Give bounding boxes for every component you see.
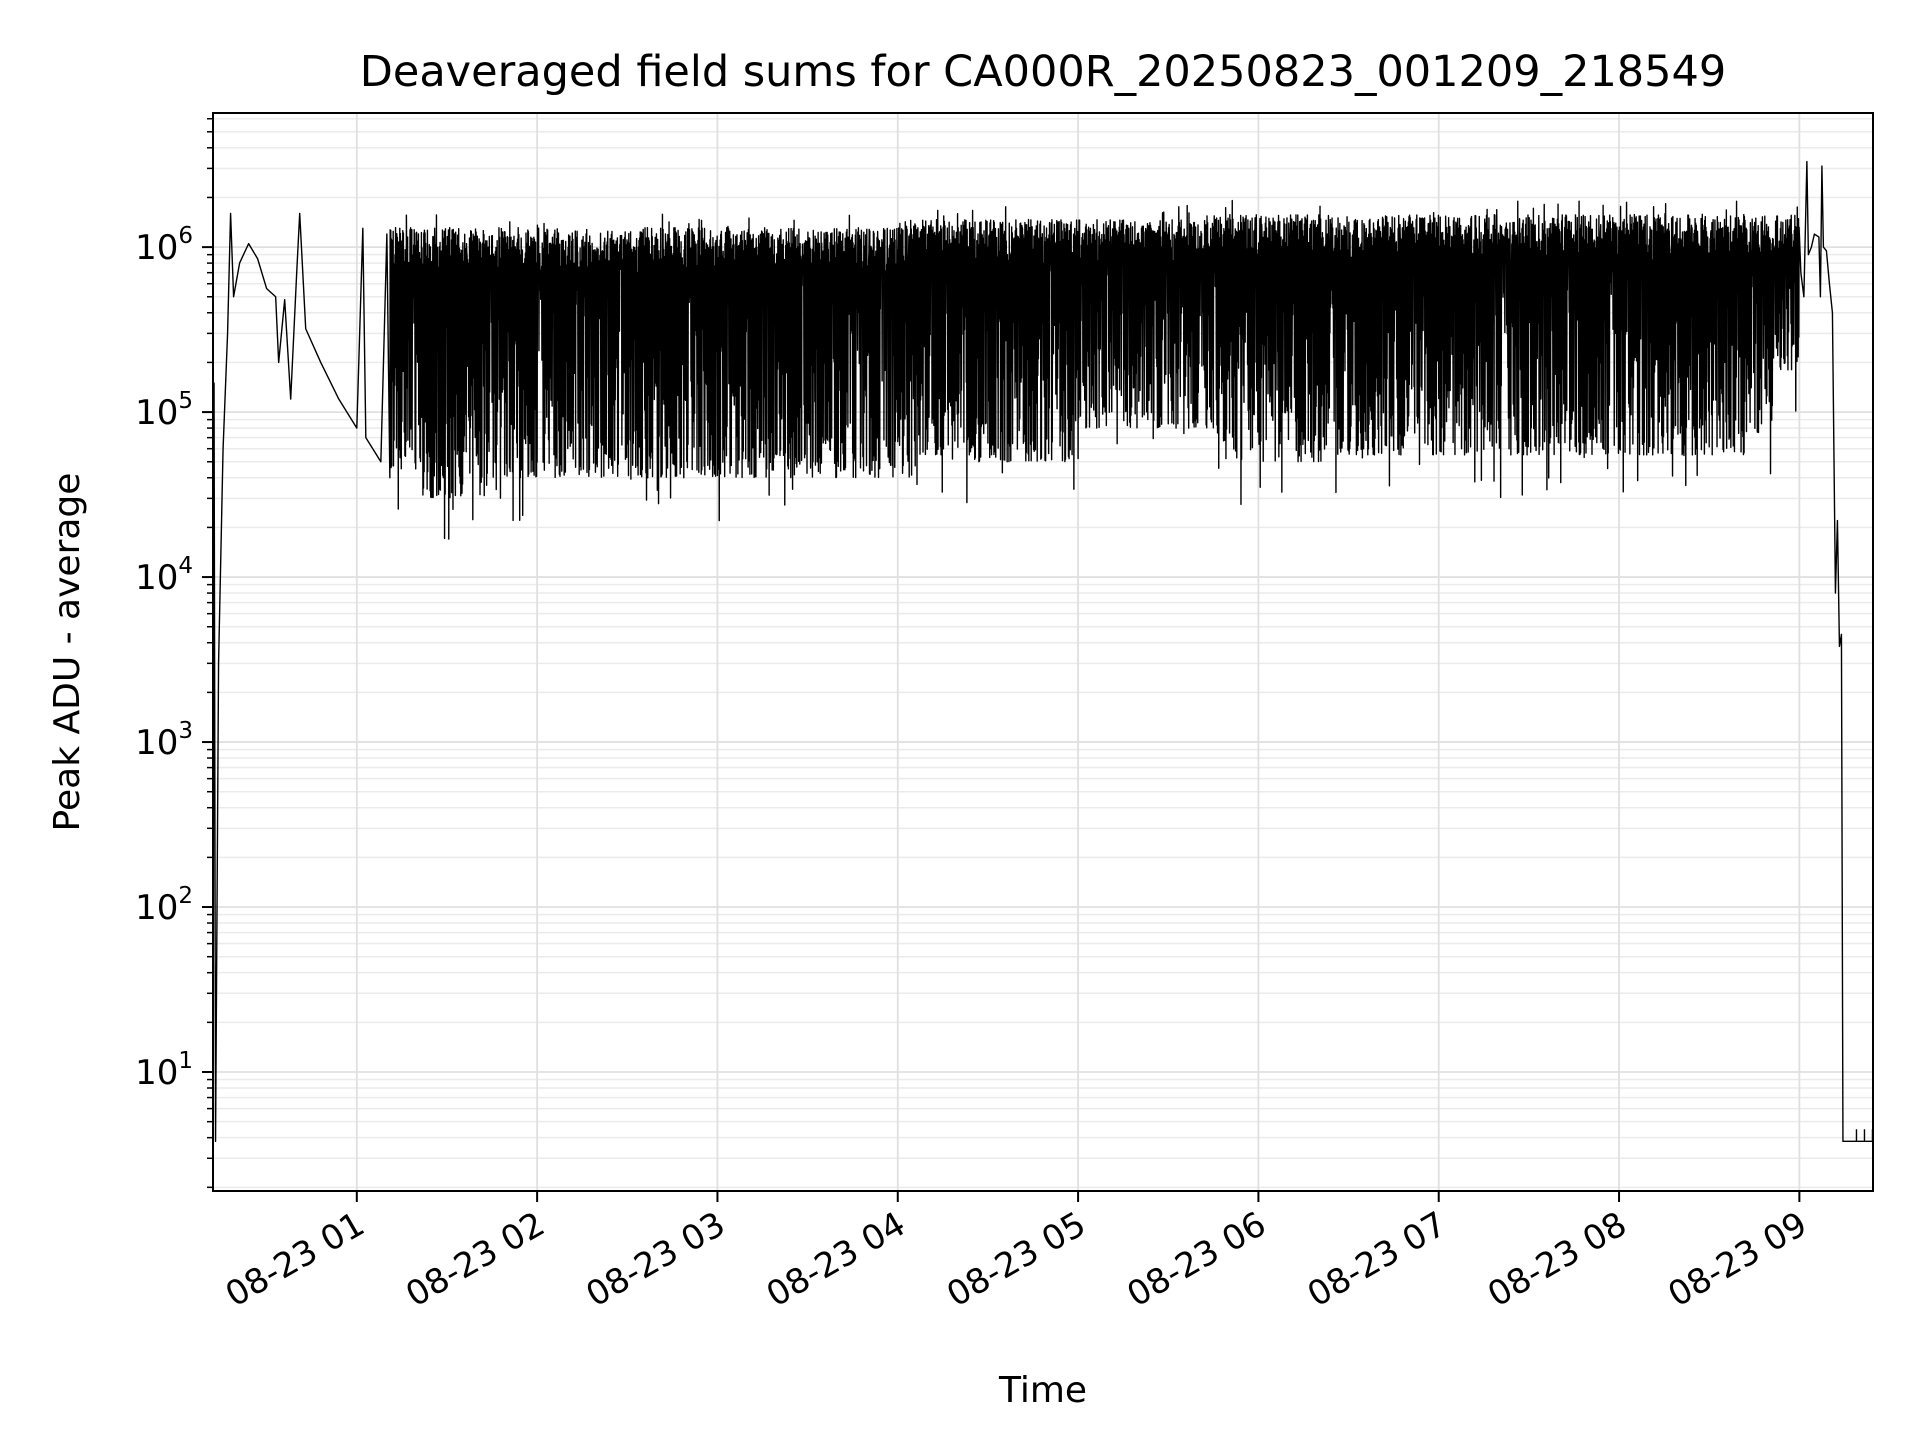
y-axis-label: Peak ADU - average xyxy=(47,473,88,832)
y-axis: 101 102 103 104 105 106 xyxy=(135,117,213,1189)
y-tick-label: 103 xyxy=(135,718,193,763)
y-tick-label: 101 xyxy=(135,1048,193,1093)
y-tick-label: 104 xyxy=(135,553,193,598)
plot-frame xyxy=(212,112,1874,1192)
chart-title: Deaveraged field sums for CA000R_2025082… xyxy=(360,47,1726,97)
y-tick-label: 106 xyxy=(135,223,193,268)
y-tick-label: 102 xyxy=(135,883,193,928)
y-tick-label: 105 xyxy=(135,388,193,433)
x-axis-label: Time xyxy=(998,1370,1087,1411)
